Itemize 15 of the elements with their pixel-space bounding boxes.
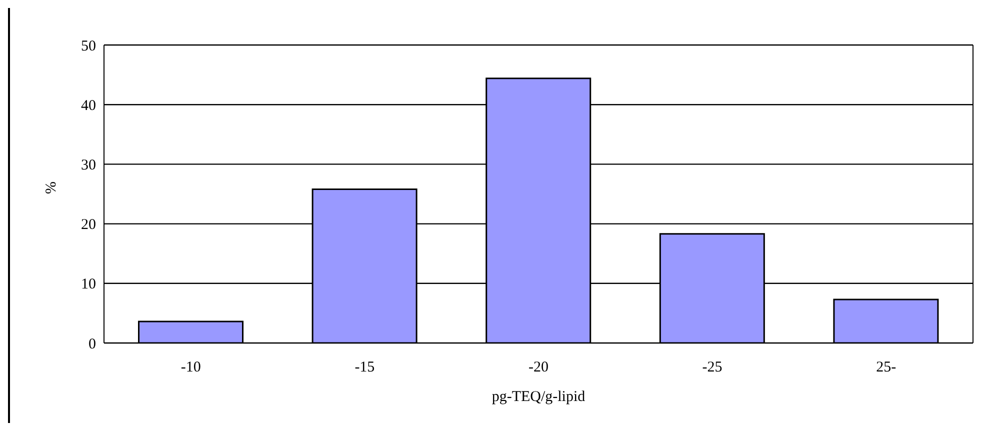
y-tick-label: 10 <box>81 276 96 293</box>
bar <box>138 320 244 343</box>
x-tick-label: -25 <box>702 360 722 376</box>
x-tick-label: -20 <box>528 360 548 376</box>
x-axis-title: pg-TEQ/g-lipid <box>492 389 586 405</box>
y-tick-label: 40 <box>81 98 96 114</box>
x-tick-label: 25- <box>876 360 896 376</box>
y-tick-label: 30 <box>81 158 96 174</box>
x-tick-label: -10 <box>180 360 201 376</box>
y-tick-label: 20 <box>81 217 96 234</box>
bar <box>833 298 939 343</box>
x-tick-label: -15 <box>354 360 375 376</box>
y-tick-label: 50 <box>81 38 96 54</box>
y-axis-title: % <box>43 182 60 194</box>
y-tick-label: 0 <box>88 336 96 352</box>
